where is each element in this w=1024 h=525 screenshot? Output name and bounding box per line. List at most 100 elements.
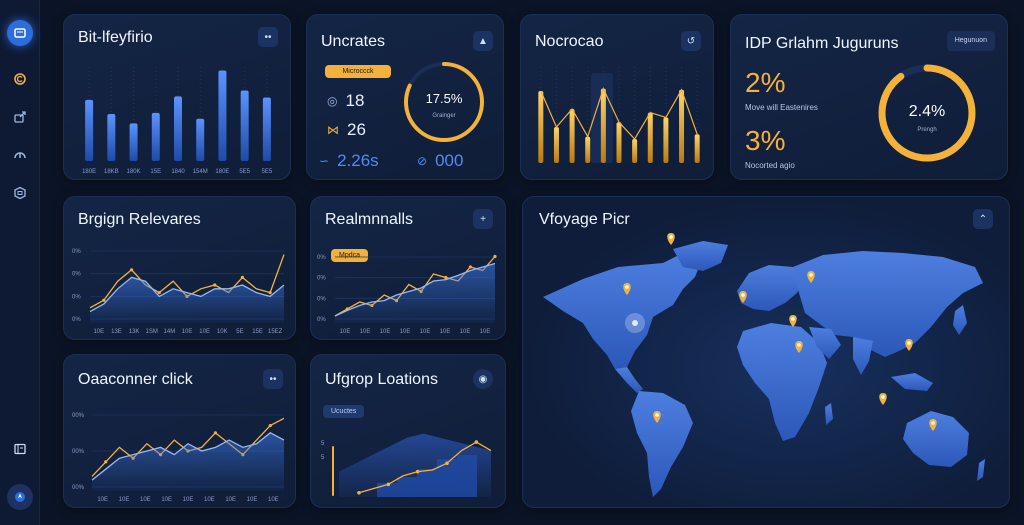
line-chart: 00% 00% 00% 10E 10E 10E 10E 10E 10E 10E 10E 10E: [72, 413, 285, 503]
map-pin-icon[interactable]: [653, 411, 661, 423]
data-point: [129, 268, 134, 272]
report-icon: [14, 443, 26, 455]
bar: [129, 123, 138, 161]
series-line: [358, 441, 492, 494]
big-sub-1: Move will Eastenires: [745, 103, 818, 112]
report-button[interactable]: [7, 436, 33, 462]
bar: [85, 99, 94, 161]
y-tick-label: 0%: [72, 317, 81, 323]
tick-label: 5E5: [239, 169, 250, 175]
stat-value: 2.26s: [337, 151, 379, 170]
south-america: [631, 391, 693, 497]
upload-button[interactable]: ▲: [473, 31, 493, 51]
madagascar: [825, 403, 833, 425]
map-pin-icon[interactable]: [795, 341, 803, 353]
link-icon: ⊘: [417, 154, 428, 168]
x-tick-label: 10E: [460, 329, 471, 335]
x-tick-label: 14M: [164, 329, 176, 335]
dashboard-button[interactable]: [7, 20, 33, 46]
wave-icon: ∽: [319, 154, 330, 168]
card-title: Nocrocao: [535, 33, 604, 50]
sidebar: [0, 0, 40, 525]
x-tick-label: 1SM: [146, 329, 158, 335]
data-point: [493, 254, 497, 259]
bar: [218, 70, 227, 161]
relevance-card: Brgign Relevares 0% 0% 0% 0% 10E 13E 13K 1SM 14M…: [63, 196, 296, 340]
area-chart: 0% 0% 0% 0% 10E 10E 10E 10E 10E 10E 10E 10E: [317, 254, 497, 335]
more-button[interactable]: ••: [263, 369, 283, 389]
bar: [647, 112, 653, 163]
bar: [240, 90, 249, 161]
glow-spot: [632, 320, 638, 326]
x-tick-label: 10K: [217, 329, 228, 335]
expand-button[interactable]: ⌃: [973, 209, 993, 229]
fish-icon: ⋈: [327, 123, 339, 137]
central-america: [615, 367, 643, 393]
data-point: [444, 275, 448, 280]
bar: [151, 112, 160, 161]
india: [853, 337, 873, 375]
ring-value: 17.5%: [426, 91, 463, 106]
bar: [663, 117, 669, 163]
card-title: Oaaconner click: [78, 371, 193, 388]
y-tick-label: 0%: [317, 317, 326, 323]
filter-button[interactable]: Hegunuon: [946, 31, 995, 51]
stat-value: 18: [345, 91, 365, 110]
map-pin-icon[interactable]: [739, 291, 747, 303]
series-line: [91, 432, 285, 481]
series-area: [335, 263, 495, 323]
tick-label: 180E: [215, 169, 229, 175]
x-tick-label: 10E: [380, 329, 391, 335]
click-card: Oaaconner click •• 00% 00% 00% 10E 10E 10E 10E…: [63, 354, 296, 508]
tick-label: 180K: [127, 169, 141, 175]
status-pill: Ucuctes: [323, 405, 365, 418]
data-point: [386, 482, 391, 487]
bar: [174, 96, 182, 161]
more-button[interactable]: ••: [258, 27, 278, 47]
map-pin-icon[interactable]: [789, 315, 797, 327]
gauge-button[interactable]: [7, 142, 33, 168]
refresh-button[interactable]: ↺: [681, 31, 701, 51]
stat-row-1: ◎ 18: [327, 91, 364, 111]
map-pin-icon[interactable]: [623, 283, 631, 295]
map-pin-icon[interactable]: [905, 339, 913, 351]
coin-button[interactable]: [7, 66, 33, 92]
card-title: Uncrates: [321, 33, 386, 50]
step-block: [397, 477, 417, 497]
line-chart: 0% 0% 0% 0% 10E 13E 13K 1SM 14M 10E 10E 10K 5E 15E 15E…: [72, 249, 285, 335]
spike-chart: [538, 67, 700, 163]
x-tick-label: 13K: [129, 329, 140, 335]
export-button[interactable]: [7, 104, 33, 130]
map-pin-icon[interactable]: [807, 271, 815, 283]
tick-label: 5E5: [262, 169, 273, 175]
add-button[interactable]: +: [473, 209, 493, 229]
tick-label: 18KB: [104, 169, 119, 175]
x-tick-label: 10E: [400, 329, 411, 335]
box-button[interactable]: [7, 180, 33, 206]
japan: [953, 305, 967, 335]
map-pin-icon[interactable]: [667, 233, 675, 245]
tick-label: 1840: [171, 169, 185, 175]
y-tick-label: 0%: [317, 255, 326, 261]
map-pin-icon[interactable]: [879, 393, 887, 405]
ring-icon: ◎: [327, 94, 338, 108]
x-tick-label: 10E: [204, 497, 215, 503]
card-title: Ufgrop Loations: [325, 371, 438, 388]
gauge-icon: [14, 152, 26, 159]
bar: [538, 91, 544, 163]
map-pin-icon[interactable]: [929, 419, 937, 431]
x-tick-label: 10E: [182, 329, 193, 335]
data-point: [104, 460, 108, 464]
target-button[interactable]: ◉: [473, 369, 493, 389]
area-chart: 55: [321, 433, 492, 497]
bar: [679, 89, 685, 163]
percent-ring: 17.5% Grainger: [404, 62, 484, 142]
compass-button[interactable]: [7, 484, 33, 510]
ring-value: 2.4%: [909, 103, 945, 120]
series-line: [89, 276, 285, 313]
x-tick-label: 5E: [236, 329, 243, 335]
ring-label: Prengh: [917, 127, 936, 133]
y-tick-label: 0%: [317, 296, 326, 302]
series-area: [92, 432, 284, 491]
world-map-card: Vfoyage Picr ⌃: [522, 196, 1010, 508]
